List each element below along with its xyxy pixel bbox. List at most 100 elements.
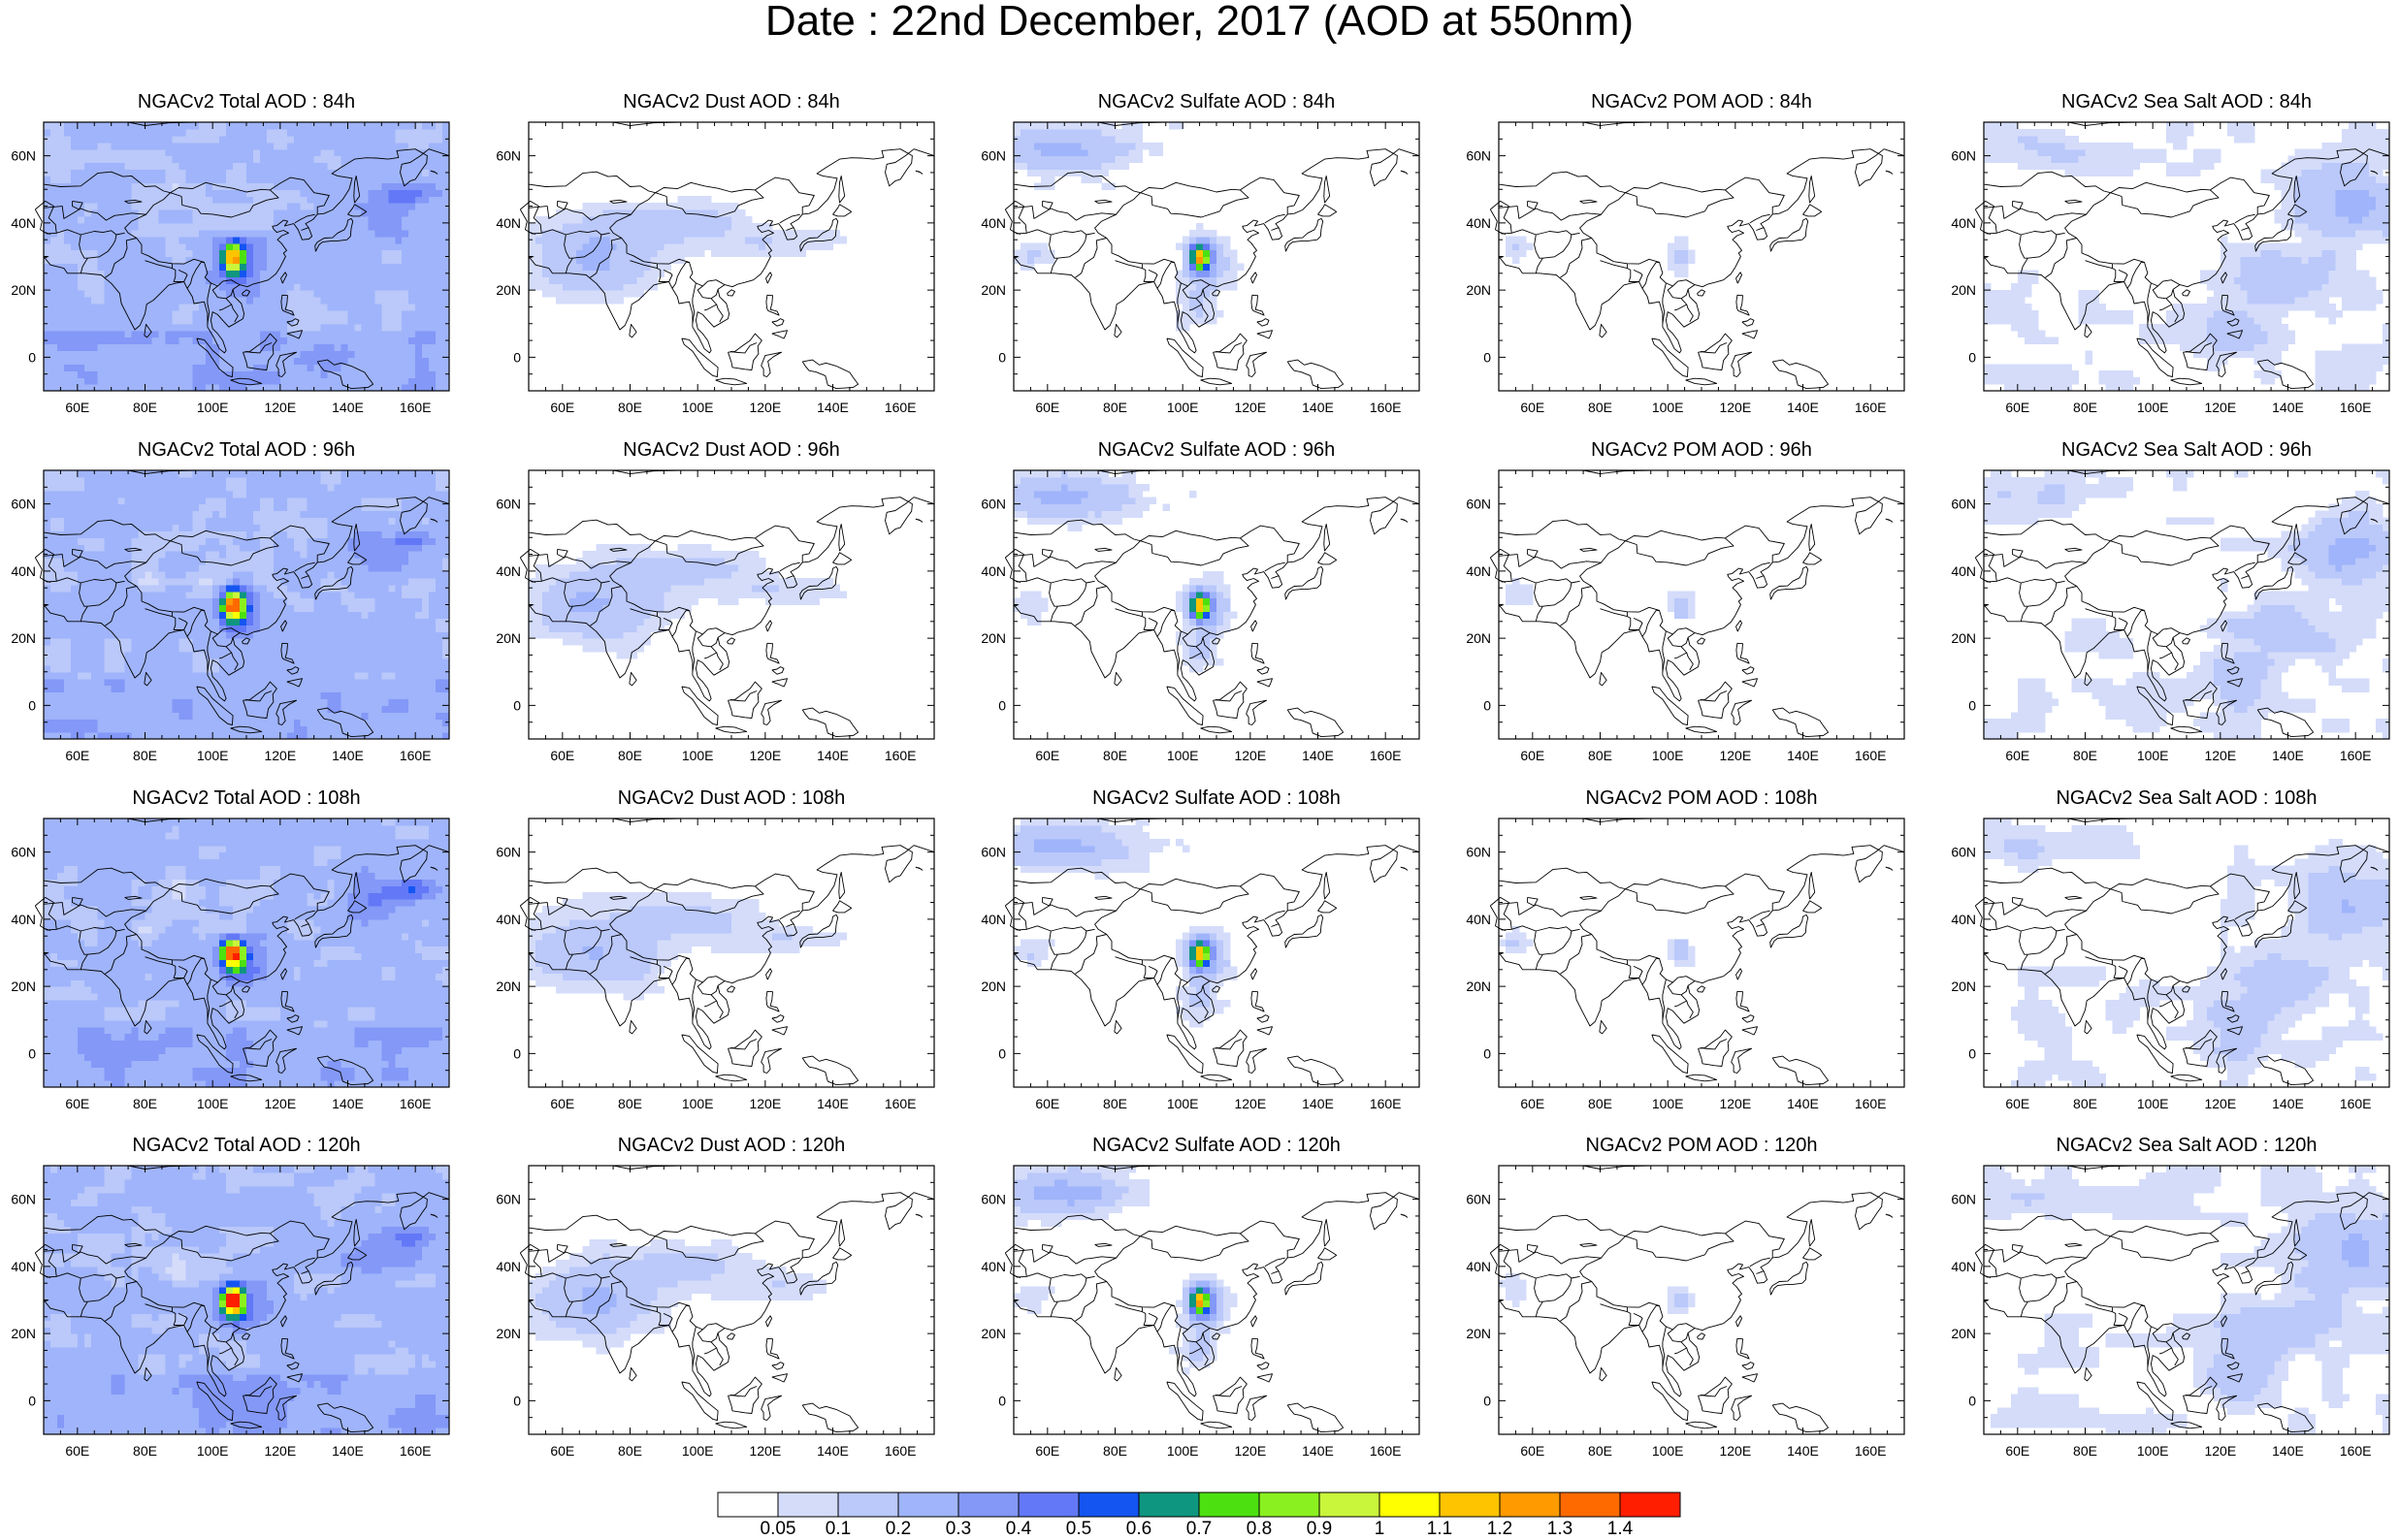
lon-tick-label: 140E — [1302, 400, 1334, 415]
lat-tick-label: 0 — [998, 697, 1006, 713]
lon-tick-label: 140E — [2272, 400, 2304, 415]
lon-tick-label: 120E — [264, 748, 296, 763]
lat-tick-label: 60N — [1951, 497, 1976, 512]
lon-tick-label: 100E — [197, 1096, 229, 1111]
colorbar-tick-label: 1.4 — [1606, 1519, 1634, 1539]
aod-field — [529, 892, 848, 1001]
lon-tick-label: 60E — [2005, 748, 2029, 763]
colorbar-box — [1258, 1492, 1320, 1518]
colorbar-tick-label: 1.2 — [1486, 1519, 1513, 1539]
aod-field — [44, 122, 450, 392]
lon-tick-label: 160E — [1370, 1443, 1402, 1459]
lon-tick-label: 160E — [2340, 748, 2372, 763]
lat-tick-label: 20N — [1466, 979, 1491, 994]
lon-tick-label: 100E — [1167, 748, 1199, 763]
lat-tick-label: 40N — [981, 1259, 1006, 1274]
aod-map-pom-108h: 60E 80E 100E 120E 140E 160E 60N 40N 20N 0 — [1466, 818, 1905, 1111]
lon-tick-label: 160E — [1370, 748, 1402, 763]
lat-tick-label: 20N — [11, 979, 36, 994]
lon-tick-label: 140E — [1302, 1096, 1334, 1111]
lat-tick-label: 40N — [11, 563, 36, 579]
aod-field — [529, 1239, 827, 1355]
lon-tick-label: 100E — [197, 400, 229, 415]
aod-field — [1984, 1166, 2390, 1435]
lat-tick-label: 40N — [1951, 1259, 1976, 1274]
lat-tick-label: 40N — [496, 912, 521, 927]
lon-tick-label: 80E — [1588, 1096, 1612, 1111]
aod-field — [1014, 1166, 1238, 1375]
lon-tick-label: 60E — [65, 1443, 89, 1459]
lon-tick-label: 60E — [1035, 400, 1059, 415]
lon-tick-label: 60E — [550, 400, 574, 415]
lon-tick-label: 60E — [550, 1096, 574, 1111]
aod-map-sea-salt-120h: 60E 80E 100E 120E 140E 160E 60N 40N 20N 0 — [1951, 1165, 2390, 1459]
axis-ticks — [1013, 469, 1420, 740]
panel-title: NGACv2 Dust AOD : 108h — [617, 787, 846, 809]
lat-tick-label: 60N — [496, 497, 521, 512]
axis-ticks — [1013, 818, 1420, 1088]
panel-title: NGACv2 Dust AOD : 96h — [623, 439, 840, 461]
lat-tick-label: 20N — [496, 1326, 521, 1341]
coastlines — [1004, 818, 1420, 1086]
aod-field — [44, 1166, 450, 1435]
lon-tick-label: 160E — [885, 748, 917, 763]
colorbar-tick-label: 0.05 — [760, 1519, 796, 1539]
lat-tick-label: 0 — [998, 1393, 1006, 1408]
lon-tick-label: 160E — [400, 1096, 432, 1111]
lon-tick-label: 60E — [550, 748, 574, 763]
lat-tick-label: 20N — [1951, 630, 1976, 646]
lat-tick-label: 20N — [496, 979, 521, 994]
coastlines — [34, 469, 450, 738]
lon-tick-label: 120E — [749, 1443, 781, 1459]
colorbar-box — [1559, 1492, 1621, 1518]
lon-tick-label: 140E — [817, 1096, 849, 1111]
axis-ticks — [528, 121, 935, 392]
panel-title: NGACv2 Total AOD : 96h — [137, 439, 356, 461]
lat-tick-label: 60N — [1951, 148, 1976, 164]
figure-title: Date : 22nd December, 2017 (AOD at 550nm… — [764, 0, 1635, 45]
colorbar-tick-label: 0.6 — [1125, 1519, 1152, 1539]
lat-tick-label: 0 — [28, 1045, 36, 1061]
colorbar-tick-label: 1.3 — [1546, 1519, 1573, 1539]
lon-tick-label: 160E — [2340, 1096, 2372, 1111]
lat-tick-label: 20N — [1951, 282, 1976, 298]
lon-tick-label: 100E — [197, 748, 229, 763]
lon-tick-label: 60E — [550, 1443, 574, 1459]
lon-tick-label: 140E — [1787, 1096, 1819, 1111]
lat-tick-label: 60N — [1466, 1192, 1491, 1207]
aod-field — [44, 470, 450, 740]
panel-title: NGACv2 Sulfate AOD : 120h — [1092, 1135, 1341, 1156]
panel-title: NGACv2 Total AOD : 108h — [132, 787, 361, 809]
lon-tick-label: 120E — [1234, 400, 1266, 415]
panel-title: NGACv2 POM AOD : 96h — [1591, 439, 1812, 461]
lon-tick-label: 120E — [1719, 1443, 1751, 1459]
lon-tick-label: 160E — [1855, 748, 1887, 763]
panel-title: NGACv2 Dust AOD : 120h — [617, 1135, 846, 1156]
lon-tick-label: 160E — [885, 1096, 917, 1111]
lat-tick-label: 60N — [981, 845, 1006, 860]
lat-tick-label: 40N — [1466, 912, 1491, 927]
coastlines — [1489, 818, 1905, 1086]
lat-tick-label: 0 — [1483, 1393, 1491, 1408]
aod-map-sulfate-96h: 60E 80E 100E 120E 140E 160E 60N 40N 20N 0 — [981, 469, 1420, 763]
lat-tick-label: 60N — [11, 1192, 36, 1207]
colorbar-box — [717, 1492, 779, 1518]
lon-tick-label: 80E — [1103, 400, 1127, 415]
lon-tick-label: 100E — [2137, 1096, 2169, 1111]
axis-ticks — [1983, 469, 2390, 740]
lat-tick-label: 40N — [496, 1259, 521, 1274]
lon-tick-label: 100E — [1167, 400, 1199, 415]
lon-tick-label: 80E — [1588, 400, 1612, 415]
coastlines — [1489, 121, 1905, 390]
lon-tick-label: 60E — [2005, 1443, 2029, 1459]
lon-tick-label: 80E — [1588, 1443, 1612, 1459]
lon-tick-label: 100E — [2137, 400, 2169, 415]
aod-map-sea-salt-108h: 60E 80E 100E 120E 140E 160E 60N 40N 20N 0 — [1951, 818, 2390, 1111]
colorbar-tick-label: 0.7 — [1185, 1519, 1213, 1539]
lon-tick-label: 60E — [2005, 400, 2029, 415]
lat-tick-label: 0 — [513, 349, 521, 365]
lat-tick-label: 40N — [11, 215, 36, 231]
lat-tick-label: 20N — [11, 282, 36, 298]
lon-tick-label: 100E — [1652, 1443, 1684, 1459]
aod-map-total-108h: 60E 80E 100E 120E 140E 160E 60N 40N 20N 0 — [11, 818, 450, 1111]
